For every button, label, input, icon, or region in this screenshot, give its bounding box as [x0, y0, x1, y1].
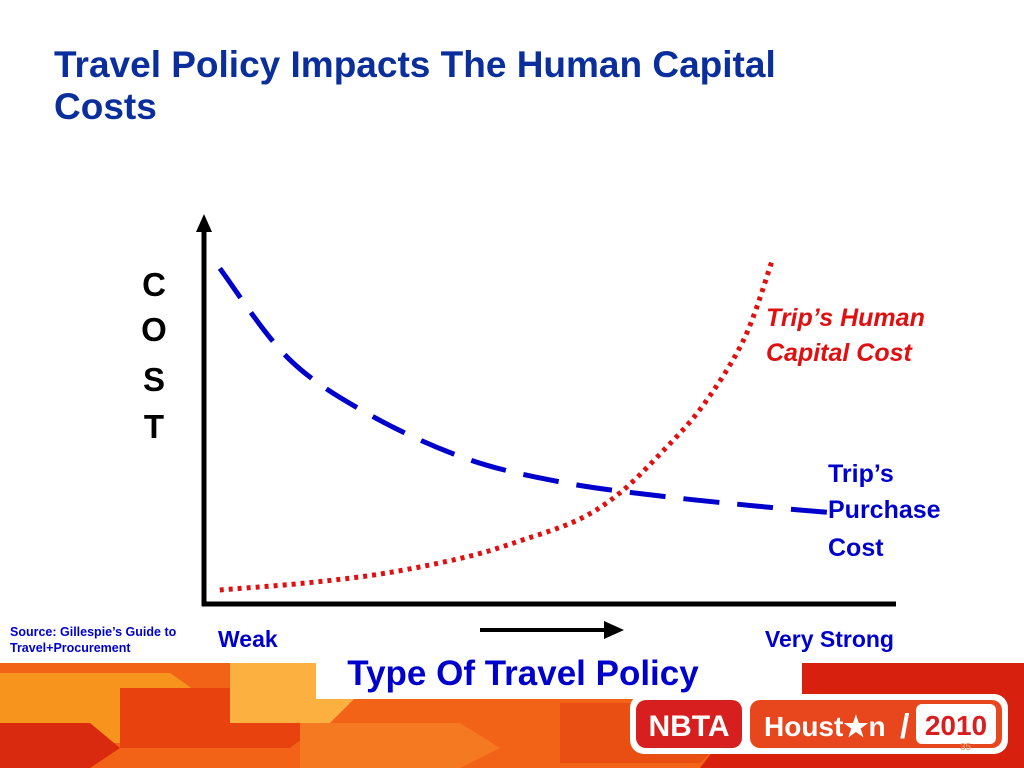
x-axis-title-panel — [316, 651, 802, 699]
series-layer — [217, 260, 835, 593]
x-direction-arrowhead — [604, 621, 624, 639]
human-capital-label-line: Trip’s Human — [766, 304, 925, 332]
y-axis-letter: S — [143, 361, 165, 398]
logo-slash: / — [900, 708, 910, 746]
purchase-cost-series-line — [217, 266, 835, 516]
y-axis-letter: O — [141, 311, 167, 348]
logo-org-text: NBTA — [648, 710, 729, 743]
x-tick-label-very-strong: Very Strong — [765, 626, 894, 652]
y-axis-letter: C — [142, 266, 166, 303]
source-note: Source: Gillespie’s Guide to Travel+Proc… — [10, 625, 177, 655]
human-capital-series-line — [219, 260, 775, 593]
purchase-cost-label-line: Trip’s — [828, 460, 894, 488]
logo-city-text: Houst★n — [764, 711, 886, 742]
nbta-houston-logo: NBTA Houst★n / 2010 — [630, 694, 1008, 754]
purchase-cost-label-line: Cost — [828, 534, 884, 562]
policy-cost-chart: C O S T Trip’s Human Capital Cost Trip’s… — [141, 214, 941, 652]
y-axis-arrowhead — [196, 214, 212, 232]
slide-title: Travel Policy Impacts The Human Capital … — [54, 44, 776, 127]
purchase-cost-label-line: Purchase — [828, 496, 941, 524]
logo-year-text: 2010 — [925, 710, 987, 741]
human-capital-label-line: Capital Cost — [766, 339, 914, 367]
page-number: 35 — [960, 742, 972, 753]
y-axis-letter: T — [144, 408, 164, 445]
x-tick-label-weak: Weak — [218, 626, 278, 652]
star-icon: ★ — [843, 711, 868, 742]
x-axis-title: Type Of Travel Policy — [347, 654, 699, 693]
